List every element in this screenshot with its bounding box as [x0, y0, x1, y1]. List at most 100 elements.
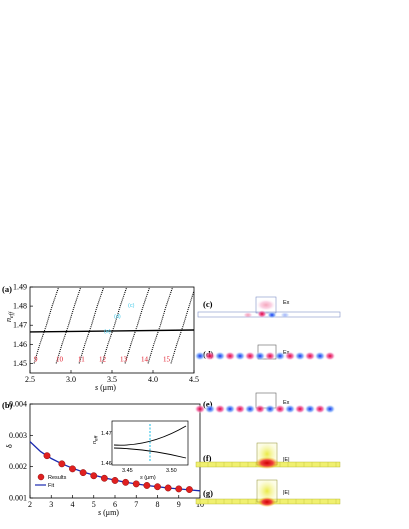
x-label-unit: (μm): [98, 383, 116, 392]
panel-b-label: (b): [2, 400, 13, 410]
y-tick-label: 1.47: [13, 321, 27, 330]
y-tick-label: 1.45: [13, 359, 27, 368]
panel-a-mode-numbers: 9 10 11 12 13 14 15: [34, 356, 171, 364]
series-mode-10: [55, 286, 82, 364]
y-tick-label: 0.002: [9, 462, 27, 471]
mode-number: 13: [120, 356, 128, 364]
result-point: [100, 474, 108, 482]
red-lobe: [244, 351, 256, 361]
blue-lobe: [264, 404, 276, 414]
blue-lobe: [204, 404, 216, 414]
result-point: [111, 477, 119, 484]
x-tick-label: 2: [28, 500, 32, 509]
red-lobe: [284, 351, 296, 361]
field-name-c: Ex: [283, 300, 290, 306]
red-lobe: [204, 351, 216, 361]
series-mode-11: [78, 286, 105, 364]
x-tick-label: 9: [177, 500, 181, 509]
lobes-d: [194, 351, 336, 361]
field-panel-g: (g) |E|: [195, 479, 341, 507]
result-point: [185, 486, 193, 493]
blue-lobe: [254, 351, 266, 361]
marker-label-e: (e): [104, 329, 111, 335]
x-tick-label: 4.5: [189, 375, 199, 384]
panel-b-y-ticks: 0.004 0.003 0.002 0.001: [9, 400, 33, 503]
result-point: [58, 460, 66, 468]
x-label-var: s: [98, 508, 101, 517]
inset-x-unit: (μm): [143, 475, 156, 481]
field-label-c: (c): [203, 299, 213, 309]
legend-results-label: Results: [48, 475, 67, 481]
result-point: [69, 465, 76, 473]
mode-number: 9: [34, 356, 38, 364]
panel-b-inset: neff 1.47 1.46 3.45 3.50 s (μm): [92, 420, 189, 481]
panel-a-y-label: neff: [4, 311, 15, 322]
field-label-g: (g): [203, 488, 213, 498]
inset-y-tick-2: 1.46: [101, 461, 112, 467]
inset-x-tick-1: 3.45: [122, 468, 133, 474]
field-panel-e: (e) Ex: [194, 392, 336, 414]
red-lobe: [194, 404, 206, 414]
mode-number: 14: [141, 356, 149, 364]
y-tick-label: 1.46: [13, 340, 27, 349]
panel-b: (b) δ 0.004 0.003 0.002 0.001 2 3 4 5 6 7 8 9 10 Re…: [2, 400, 204, 518]
inset-y-tick-1: 1.47: [101, 431, 112, 437]
x-tick-label: 3: [49, 500, 53, 509]
field-label-e: (e): [203, 399, 213, 409]
lobe: [257, 310, 267, 318]
series-anticrossing: [29, 329, 195, 333]
result-point: [164, 484, 172, 492]
red-lobe: [224, 351, 236, 361]
x-tick-label: 3.0: [66, 375, 76, 384]
series-mode-15: [170, 290, 195, 364]
result-point: [79, 469, 87, 477]
field-panel-d: (d) Ex: [194, 344, 336, 361]
blue-lobe: [294, 351, 306, 361]
lobe: [280, 312, 290, 318]
inset-upper-branch: [113, 425, 187, 446]
result-point: [90, 472, 98, 480]
inset-lower-branch: [113, 447, 187, 459]
field-name-g: |E|: [283, 490, 290, 496]
series-mode-13: [124, 286, 151, 364]
x-tick-label: 4: [71, 500, 75, 509]
series-mode-12: [101, 286, 128, 364]
marker-label-c: (c): [128, 303, 135, 309]
y-tick-label: 0.004: [9, 400, 27, 409]
panel-a-x-ticks: 2.5 3.0 3.5 4.0 4.5: [25, 370, 199, 384]
result-point: [43, 452, 51, 460]
panel-b-legend: Results Fit: [35, 473, 67, 489]
red-lobe: [214, 404, 226, 414]
mode-number: 15: [163, 356, 171, 364]
mode-number: 11: [78, 356, 85, 364]
panel-a-series: [29, 286, 195, 364]
inset-x-var: s: [140, 475, 143, 481]
field-panel-f: (f) |E|: [195, 442, 341, 469]
result-point: [175, 485, 183, 493]
blue-lobe: [274, 351, 286, 361]
inset-y-sub: eff: [94, 435, 99, 441]
field-name-f: |E|: [283, 457, 290, 463]
y-tick-label: 1.49: [13, 283, 27, 292]
red-lobe: [274, 404, 286, 414]
blue-lobe: [244, 404, 256, 414]
hotspot-f: [255, 457, 279, 469]
lobe: [267, 311, 277, 319]
mode-number: 12: [99, 356, 107, 364]
panel-a: (a) neff 1.49 1.48 1.47 1.46 1.45 2.5 3.0 3.5 4…: [2, 283, 199, 393]
x-tick-label: 3.5: [107, 375, 117, 384]
hotspot-g: [258, 497, 276, 507]
y-label-sub: eff: [8, 311, 15, 318]
lobes-e: [194, 404, 336, 414]
field-label-f: (f): [203, 453, 212, 463]
field-panel-c: (c) Ex: [197, 296, 341, 319]
blue-lobe: [284, 404, 296, 414]
x-tick-label: 5: [92, 500, 96, 509]
field-panels: (c) Ex (d) Ex (e) Ex (f) |E|: [194, 296, 341, 507]
x-tick-label: 10: [196, 500, 204, 509]
panel-a-label: (a): [2, 284, 12, 294]
result-point: [122, 478, 130, 486]
x-label-unit: (μm): [101, 508, 119, 517]
